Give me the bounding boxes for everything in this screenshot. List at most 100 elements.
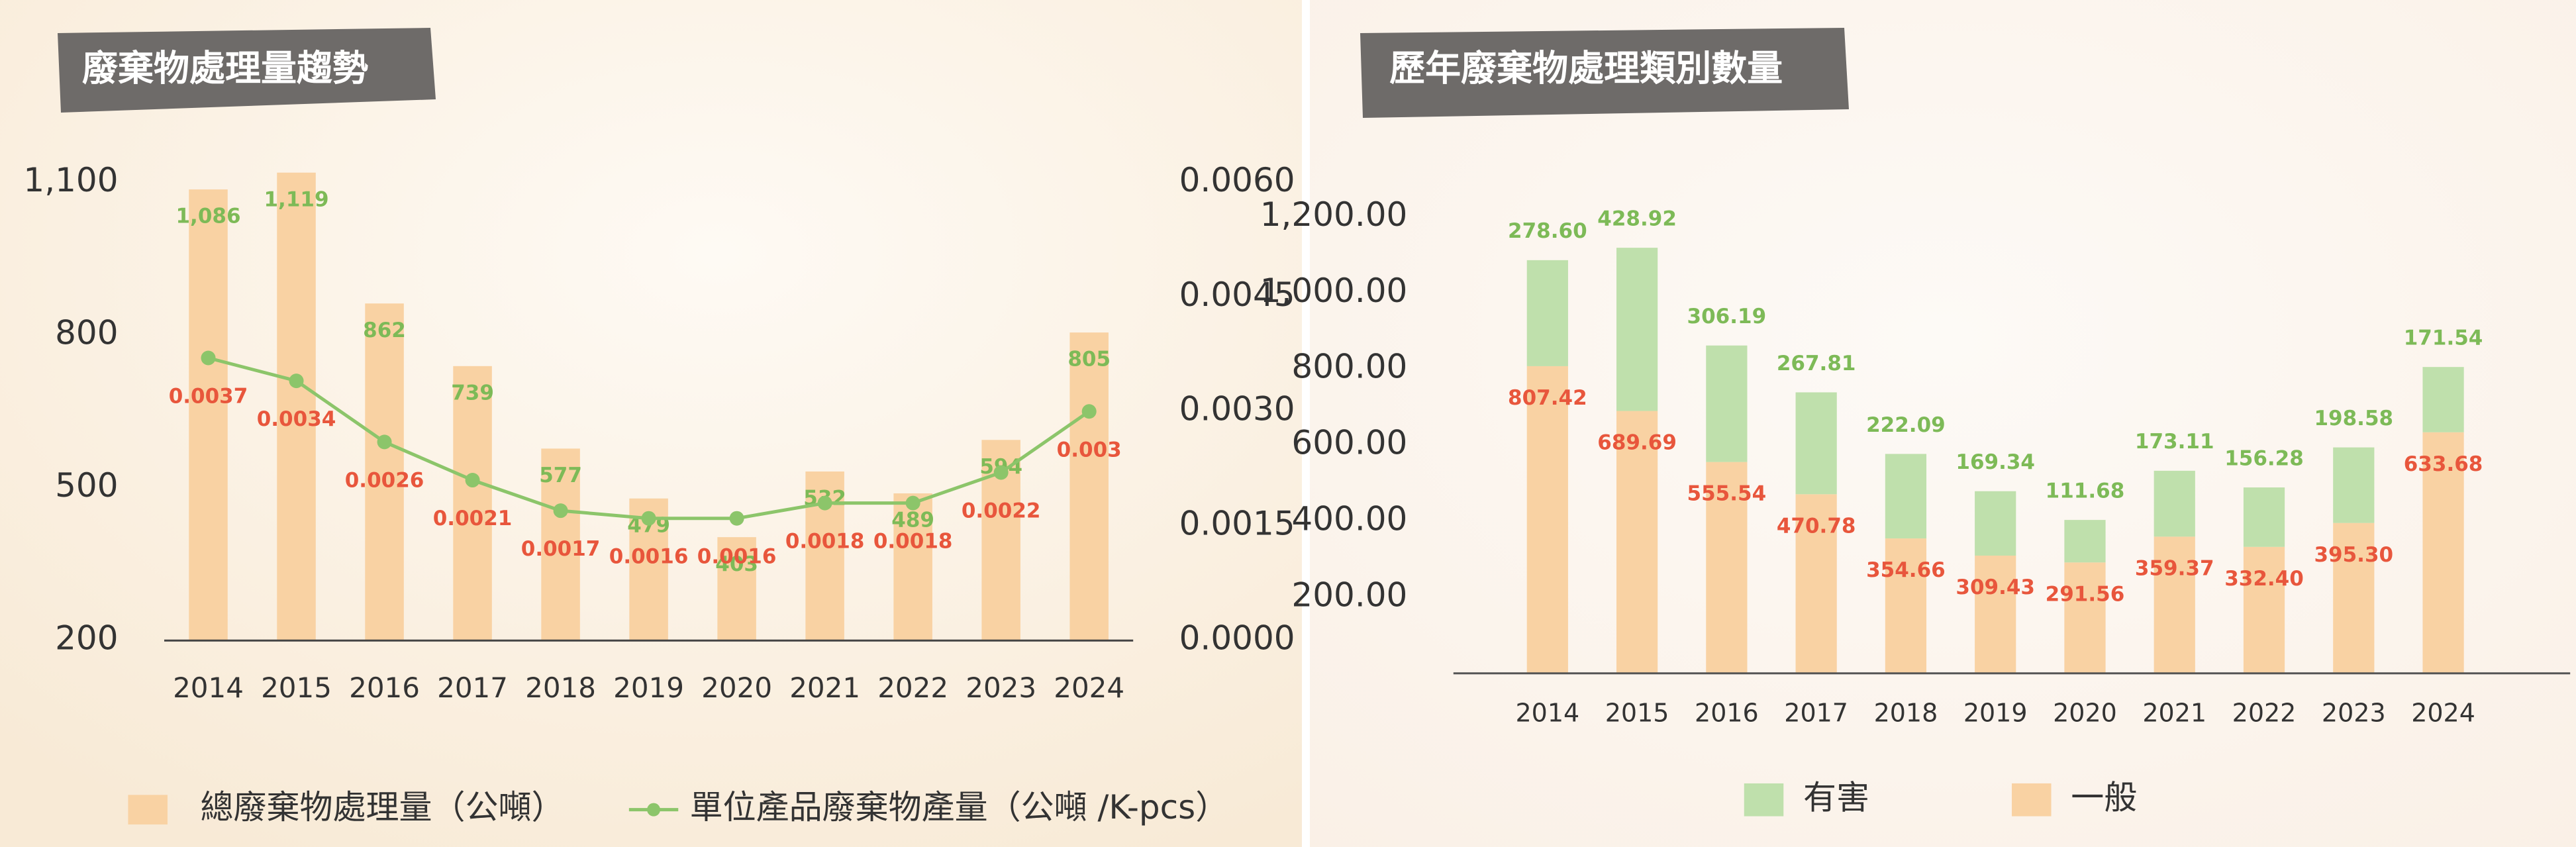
y-tick-label: 200.00	[1291, 575, 1407, 614]
segment-value-label: 171.54	[2404, 326, 2483, 350]
line-value-label: 0.0034	[257, 407, 336, 431]
bar-segment	[1975, 491, 2016, 556]
segment-value-label: 306.19	[1687, 305, 1767, 328]
title-banner	[58, 28, 436, 113]
x-tick-label: 2023	[2322, 698, 2386, 727]
bar	[189, 189, 228, 641]
y-tick-label: 800.00	[1291, 348, 1407, 386]
line-value-label: 0.0037	[169, 385, 248, 409]
bar-segment	[1975, 556, 2016, 673]
segment-value-label: 198.58	[2314, 407, 2393, 430]
bar	[541, 448, 580, 641]
bar-value-label: 862	[363, 319, 406, 342]
line-point	[905, 495, 920, 511]
legend-label: 有害	[1803, 778, 1869, 817]
y-tick-label: 500	[55, 466, 118, 505]
x-tick-label: 2016	[349, 672, 420, 704]
legend-swatch	[2012, 783, 2052, 817]
line-point	[201, 350, 216, 366]
y-tick-label: 200	[55, 619, 118, 658]
line-value-label: 0.0021	[433, 507, 513, 530]
bar-segment	[1526, 366, 1568, 673]
line-point	[729, 511, 744, 526]
line-point	[553, 503, 568, 519]
x-tick-label: 2018	[1874, 698, 1938, 727]
bar-value-label: 805	[1067, 348, 1111, 372]
y2-tick-label: 0.0060	[1179, 161, 1295, 199]
bar-value-label: 739	[451, 381, 494, 405]
legend-label: 單位產品廢棄物產量（公噸 /K-pcs）	[690, 788, 1229, 826]
line-value-label: 0.0026	[345, 468, 424, 492]
bar	[277, 172, 316, 641]
line-point	[817, 495, 832, 511]
bar-segment	[2422, 367, 2464, 432]
bar-segment	[2333, 523, 2375, 673]
x-tick-label: 2014	[1515, 698, 1579, 727]
bar-segment	[2154, 536, 2195, 673]
legend-label: 總廢棄物處理量（公噸）	[201, 788, 565, 826]
segment-value-label: 173.11	[2135, 430, 2214, 454]
x-tick-label: 2018	[525, 672, 596, 704]
segment-value-label: 309.43	[1956, 575, 2035, 599]
bar-segment	[2064, 562, 2106, 673]
y-tick-label: 600.00	[1291, 424, 1407, 462]
chart-title: 廢棄物處理量趨勢	[82, 47, 368, 89]
segment-value-label: 169.34	[1956, 450, 2035, 474]
bar-segment	[1885, 454, 1927, 539]
segment-value-label: 291.56	[2046, 582, 2125, 606]
legend-swatch	[128, 795, 168, 824]
divider	[1302, 0, 1310, 847]
y2-tick-label: 0.0000	[1179, 619, 1295, 658]
chart-title: 歷年廢棄物處理類別數量	[1389, 47, 1783, 89]
segment-value-label: 278.60	[1508, 219, 1587, 243]
y2-tick-label: 0.0030	[1179, 390, 1295, 428]
x-tick-label: 2023	[966, 672, 1036, 704]
segment-value-label: 633.68	[2404, 452, 2483, 476]
line-value-label: 0.003	[1057, 438, 1122, 462]
x-tick-label: 2022	[2232, 698, 2297, 727]
bar-value-label: 1,119	[264, 187, 328, 211]
segment-value-label: 555.54	[1687, 482, 1767, 506]
bar-value-label: 577	[539, 464, 582, 487]
line-value-label: 0.0018	[785, 530, 865, 554]
segment-value-label: 111.68	[2046, 479, 2125, 503]
x-tick-label: 2015	[261, 672, 332, 704]
line-value-label: 0.0018	[873, 530, 953, 554]
x-tick-label: 2015	[1605, 698, 1669, 727]
y-tick-label: 1,100	[23, 161, 118, 199]
bar-segment	[2243, 546, 2285, 673]
x-tick-label: 2021	[2142, 698, 2206, 727]
line-value-label: 0.0022	[962, 499, 1041, 523]
x-tick-label: 2022	[877, 672, 948, 704]
bar-segment	[1795, 494, 1837, 673]
bar-segment	[2422, 432, 2464, 673]
bar	[453, 366, 492, 641]
x-tick-label: 2019	[613, 672, 684, 704]
segment-value-label: 807.42	[1508, 386, 1587, 410]
legend-swatch	[1744, 783, 1784, 817]
bar	[717, 537, 756, 641]
line-point	[1081, 404, 1097, 419]
x-tick-label: 2019	[1963, 698, 2028, 727]
line-point	[289, 374, 304, 389]
legend-dot	[647, 803, 661, 817]
y-tick-label: 800	[55, 313, 118, 352]
bar	[893, 493, 932, 641]
line-point	[465, 473, 480, 488]
panel-bg	[1306, 0, 2576, 847]
segment-value-label: 267.81	[1777, 352, 1856, 375]
line-point	[993, 465, 1009, 480]
bar-value-label: 403	[715, 552, 758, 576]
line-point	[641, 511, 656, 526]
segment-value-label: 359.37	[2135, 556, 2214, 580]
x-tick-label: 2024	[2411, 698, 2475, 727]
bar	[365, 303, 404, 641]
segment-value-label: 332.40	[2224, 567, 2304, 591]
x-tick-label: 2017	[1784, 698, 1848, 727]
bar-segment	[2064, 520, 2106, 563]
line-point	[377, 434, 392, 450]
bar-segment	[1616, 248, 1658, 411]
bar-segment	[1526, 260, 1568, 366]
bar-segment	[1616, 411, 1658, 673]
